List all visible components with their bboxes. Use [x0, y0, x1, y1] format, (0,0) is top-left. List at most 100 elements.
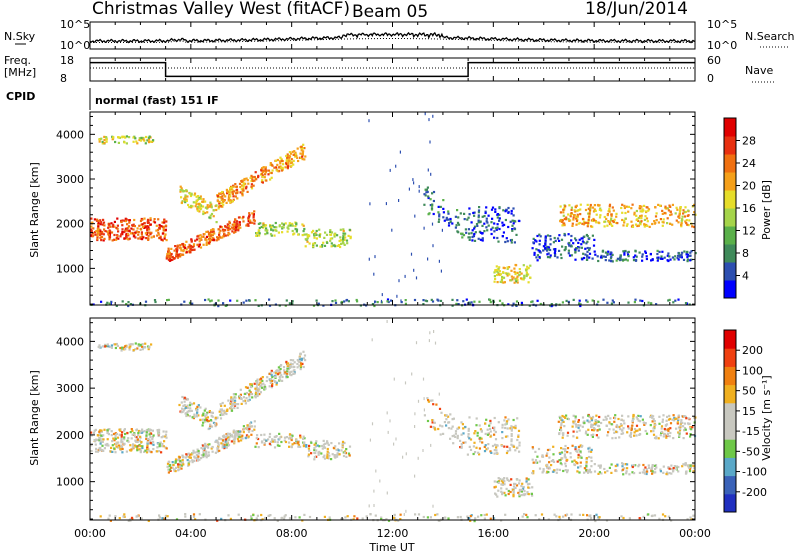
data-point [122, 515, 125, 518]
data-point [534, 459, 538, 462]
data-point [666, 207, 669, 210]
colorbar-tick-label: 12 [742, 225, 756, 238]
data-point [106, 230, 110, 233]
data-point [595, 434, 598, 437]
data-point [680, 421, 683, 424]
data-point [613, 420, 616, 423]
data-point [104, 345, 107, 348]
data-point [121, 447, 124, 451]
data-point [241, 434, 244, 437]
data-point [204, 420, 207, 423]
data-point [267, 173, 270, 176]
data-point [188, 301, 192, 304]
data-point [677, 298, 680, 301]
data-point [241, 179, 244, 182]
data-point [280, 516, 284, 519]
data-point [512, 207, 515, 210]
data-point [233, 222, 236, 225]
data-point [138, 448, 141, 451]
data-point [266, 229, 269, 232]
data-point [112, 437, 115, 440]
data-point [234, 230, 237, 233]
data-point [283, 372, 286, 375]
data-point [126, 431, 129, 435]
data-point [614, 417, 617, 420]
data-point [436, 513, 439, 516]
data-point [490, 221, 493, 224]
data-point [206, 204, 209, 207]
data-point [196, 208, 199, 211]
colorbar-swatch [724, 172, 736, 191]
data-point [590, 448, 593, 451]
data-point [465, 231, 468, 234]
data-point [605, 418, 608, 421]
data-point [102, 233, 105, 236]
data-point [206, 230, 210, 233]
data-point [496, 223, 499, 226]
data-point [437, 205, 440, 208]
data-point [380, 516, 383, 519]
data-point [571, 444, 574, 447]
data-point [261, 518, 264, 521]
data-point [456, 437, 459, 440]
data-point [575, 461, 578, 464]
data-point [508, 266, 511, 269]
data-point [442, 432, 445, 435]
data-point [627, 210, 630, 213]
data-point [313, 458, 316, 461]
data-point [588, 420, 592, 423]
data-point [158, 516, 161, 519]
data-point [115, 237, 118, 240]
data-point [141, 218, 144, 221]
data-point [263, 443, 266, 446]
power-panel [89, 111, 696, 306]
data-point [252, 219, 255, 222]
data-point [219, 403, 222, 406]
data-point [575, 239, 578, 242]
data-point [246, 386, 249, 389]
data-point [182, 250, 185, 253]
data-point [225, 409, 228, 412]
data-point [145, 434, 148, 437]
data-point [141, 343, 144, 346]
data-point [682, 437, 685, 440]
data-point [548, 448, 551, 451]
data-point [634, 298, 637, 301]
data-point [568, 241, 571, 245]
data-point [180, 196, 183, 199]
data-point [439, 433, 442, 436]
data-point [253, 222, 256, 225]
data-point [685, 252, 688, 255]
data-point [315, 233, 318, 236]
data-point [218, 200, 221, 203]
data-point [286, 375, 289, 379]
data-point [220, 412, 223, 415]
data-point [149, 429, 152, 432]
data-point [143, 226, 146, 229]
data-point [643, 225, 646, 228]
data-point [264, 516, 267, 520]
data-point [110, 346, 113, 349]
data-point [512, 302, 515, 305]
data-point [493, 416, 496, 420]
data-point [597, 259, 600, 263]
data-point [635, 258, 638, 262]
data-point [188, 460, 191, 463]
data-point [236, 434, 239, 437]
data-point [562, 515, 565, 518]
data-point [225, 201, 228, 204]
data-point [136, 515, 139, 518]
data-point [496, 444, 499, 447]
data-point [273, 438, 276, 441]
data-point [205, 417, 208, 420]
data-point [188, 243, 191, 246]
data-point [222, 235, 226, 238]
data-point [447, 218, 450, 221]
data-point [226, 441, 229, 444]
data-point [193, 194, 196, 197]
data-point [281, 166, 284, 170]
data-point [202, 243, 205, 246]
data-point [544, 236, 547, 239]
data-point [556, 460, 559, 463]
data-point [445, 414, 448, 417]
